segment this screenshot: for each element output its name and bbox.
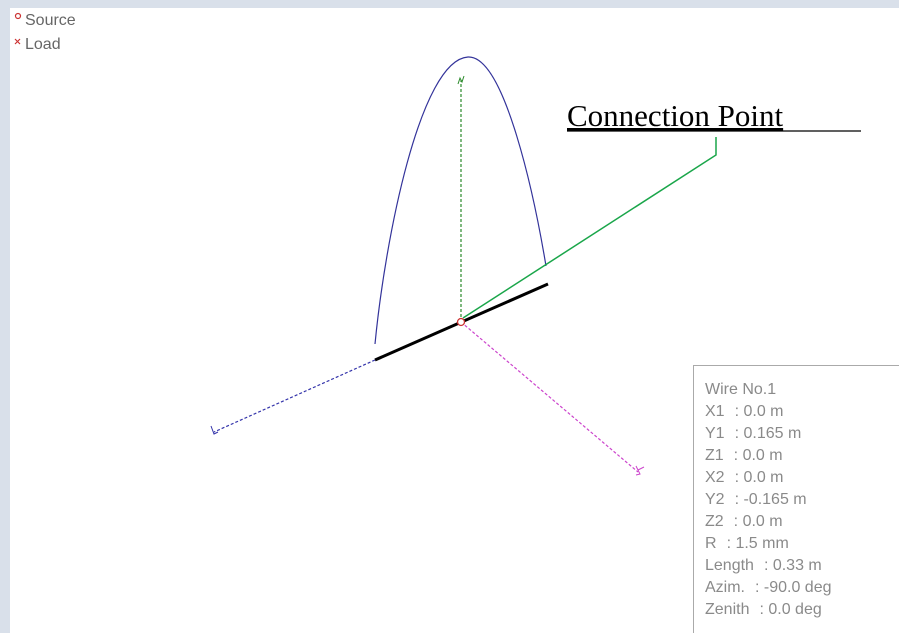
source-marker bbox=[456, 317, 466, 327]
info-value: : 0.0 m bbox=[735, 403, 784, 420]
info-value: : 0.0 deg bbox=[759, 601, 821, 618]
load-icon bbox=[14, 38, 21, 45]
info-label: Z2 bbox=[705, 513, 724, 530]
x-axis bbox=[460, 321, 639, 473]
info-label: Z1 bbox=[705, 447, 724, 464]
z-axis-end bbox=[457, 75, 465, 85]
info-box bbox=[693, 365, 899, 633]
source-icon bbox=[14, 12, 22, 20]
legend-load: Load bbox=[25, 36, 61, 53]
info-value: : 0.165 m bbox=[735, 425, 802, 442]
info-label: X2 bbox=[705, 469, 725, 486]
info-value: : 0.0 m bbox=[734, 513, 783, 530]
info-label: R bbox=[705, 535, 717, 552]
info-value: : 0.0 m bbox=[734, 447, 783, 464]
info-value: : 1.5 mm bbox=[727, 535, 789, 552]
info-value: : -90.0 deg bbox=[755, 579, 832, 596]
x-axis-end bbox=[635, 465, 645, 476]
info-label: Length bbox=[705, 557, 754, 574]
info-label: Zenith bbox=[705, 601, 749, 618]
info-label: Y1 bbox=[705, 425, 725, 442]
annotation: Connection Point bbox=[567, 98, 784, 133]
leader-line bbox=[462, 137, 717, 319]
info-label: Azim. bbox=[705, 579, 745, 596]
y-axis-end bbox=[210, 425, 219, 435]
legend-source: Source bbox=[25, 12, 76, 29]
info-label: Y2 bbox=[705, 491, 725, 508]
y-axis bbox=[213, 359, 376, 433]
info-value: : 0.33 m bbox=[764, 557, 822, 574]
info-label: X1 bbox=[705, 403, 725, 420]
info-value: : 0.0 m bbox=[735, 469, 784, 486]
info-rows: X1 : 0.0 m Y1 : 0.165 m Z1 : 0.0 m X2 : 0.0 m Y2… bbox=[705, 403, 832, 618]
info-value: : -0.165 m bbox=[735, 491, 807, 508]
radiation-pattern bbox=[374, 56, 547, 345]
info-title: Wire No.1 bbox=[705, 381, 776, 398]
